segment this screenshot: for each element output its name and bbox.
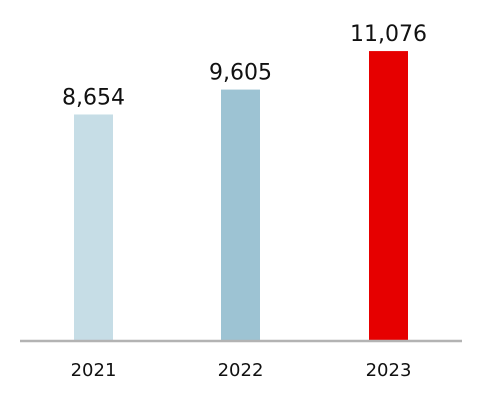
category-label-2022: 2022 [218,360,264,381]
category-label-2021: 2021 [71,360,117,381]
value-label-2023: 11,076 [350,22,427,47]
bar-2022 [221,89,260,341]
bar-2023 [369,51,408,341]
bar-2021 [74,114,113,341]
value-label-2021: 8,654 [62,85,125,110]
category-label-2023: 2023 [366,360,412,381]
bars-group [74,51,408,341]
category-labels-group: 2021 2022 2023 [71,360,412,381]
value-labels-group: 8,654 9,605 11,076 [62,22,427,110]
value-label-2022: 9,605 [209,61,272,86]
